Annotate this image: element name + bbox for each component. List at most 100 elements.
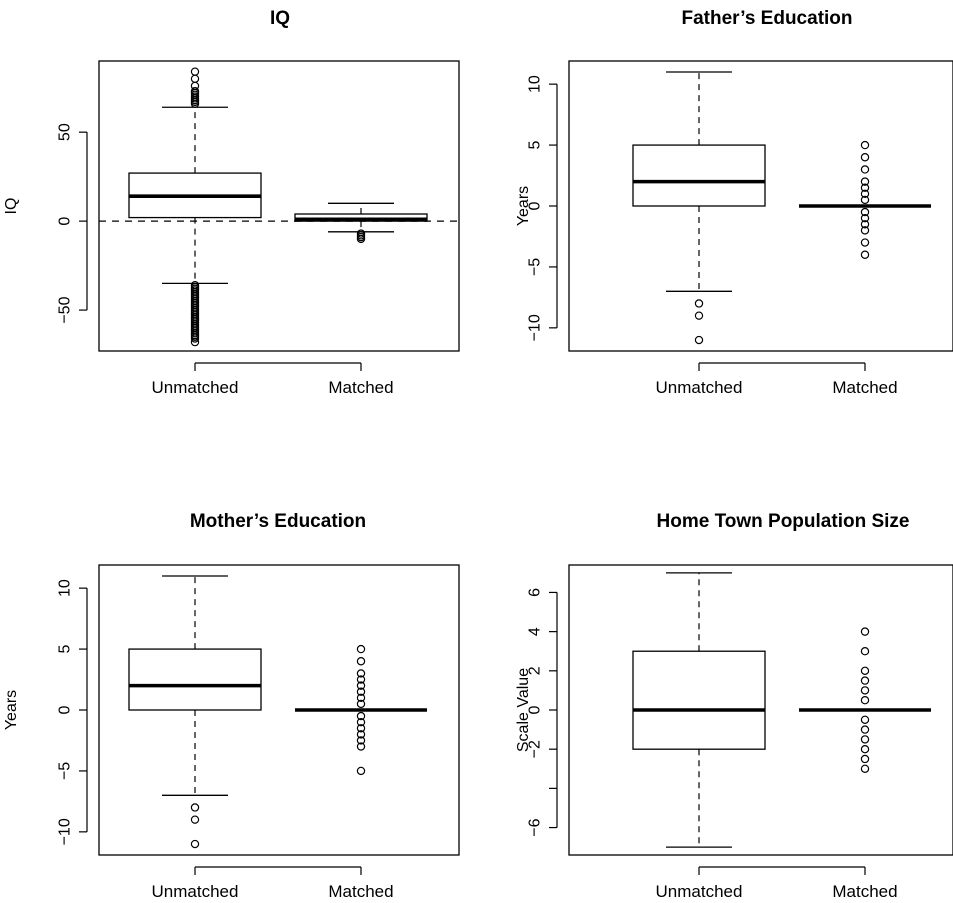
outlier-point xyxy=(860,250,870,259)
outlier-point xyxy=(860,165,870,174)
y-axis-label: Years xyxy=(3,690,20,730)
outlier-point xyxy=(356,669,366,678)
outlier-point xyxy=(356,675,366,684)
outlier-point xyxy=(860,627,870,636)
y-tick-label: 5 xyxy=(57,645,74,654)
outlier-point xyxy=(860,686,870,695)
outlier-point xyxy=(860,153,870,162)
panel-4: Home Town Population Size Scale Value −6 −2… xyxy=(515,511,953,901)
y-axis-label: Years xyxy=(515,186,532,226)
box-matched xyxy=(294,202,428,244)
outlier-point xyxy=(190,337,200,347)
outlier-point xyxy=(190,334,200,343)
outlier-point xyxy=(860,226,870,235)
outlier-point xyxy=(860,213,870,223)
outlier-point xyxy=(356,724,366,733)
panel-title: Mother’s Education xyxy=(190,511,366,532)
y-tick-label: 10 xyxy=(57,579,74,597)
outlier-point xyxy=(860,220,870,229)
x-tick-label: Matched xyxy=(832,378,897,397)
y-tick-label: 0 xyxy=(527,705,544,714)
box-unmatched xyxy=(128,67,262,347)
box-body xyxy=(632,650,766,750)
outlier-point xyxy=(356,711,366,721)
outlier-point xyxy=(190,815,200,824)
box-body xyxy=(128,648,262,711)
outlier-point xyxy=(694,299,704,308)
y-tick-label: 5 xyxy=(527,141,544,150)
outlier-point xyxy=(860,177,870,186)
x-tick-label: Matched xyxy=(328,882,393,901)
y-tick-label: 2 xyxy=(527,666,544,675)
outlier-point xyxy=(860,195,870,205)
y-tick-label: 0 xyxy=(57,705,74,714)
outlier-point xyxy=(860,666,870,676)
y-tick-label: 0 xyxy=(527,201,544,210)
x-tick-label: Unmatched xyxy=(152,882,239,901)
panel-title: IQ xyxy=(270,8,290,29)
y-tick-label: −2 xyxy=(527,740,544,758)
y-tick-label: 0 xyxy=(57,217,74,226)
y-tick-label: −50 xyxy=(57,296,74,323)
outlier-point xyxy=(356,687,366,696)
x-tick-label: Unmatched xyxy=(656,882,743,901)
x-tick-label: Unmatched xyxy=(656,378,743,397)
outlier-point xyxy=(860,715,870,724)
outlier-point xyxy=(356,736,366,745)
outlier-point xyxy=(860,735,870,744)
outlier-point xyxy=(860,183,870,192)
box-unmatched xyxy=(632,572,766,848)
outlier-point xyxy=(860,725,870,734)
outlier-point xyxy=(356,693,366,703)
outlier-point xyxy=(356,766,366,776)
panel-2: Father’s Education Years −10 −5 0 5 10 Unmatche… xyxy=(515,8,953,397)
y-tick-label: −10 xyxy=(527,314,544,341)
box-matched xyxy=(295,644,427,776)
outlier-point xyxy=(860,207,870,217)
outlier-point xyxy=(860,140,870,150)
box-unmatched xyxy=(632,71,766,345)
y-tick-label: 50 xyxy=(57,123,74,141)
x-tick-label: Matched xyxy=(328,378,393,397)
y-tick-label: −5 xyxy=(57,762,74,780)
outlier-point xyxy=(860,238,870,247)
box-matched xyxy=(799,140,931,259)
outlier-point xyxy=(190,74,200,83)
outlier-point xyxy=(356,234,366,244)
y-axis-label: IQ xyxy=(3,198,20,215)
plot-frame xyxy=(568,60,953,352)
box-unmatched xyxy=(128,575,262,849)
outlier-point xyxy=(694,311,704,320)
outlier-point xyxy=(190,81,200,91)
outlier-point xyxy=(190,67,200,76)
panel-title: Father’s Education xyxy=(681,8,852,29)
outlier-point xyxy=(860,744,870,754)
outlier-point xyxy=(356,681,366,690)
outlier-point xyxy=(356,742,366,751)
panel-title: Home Town Population Size xyxy=(657,511,910,532)
outlier-point xyxy=(860,754,870,764)
y-tick-label: −6 xyxy=(527,818,544,836)
outlier-point xyxy=(860,764,870,773)
plot-frame xyxy=(98,60,460,352)
outlier-point xyxy=(860,696,870,705)
outlier-point xyxy=(860,189,870,199)
y-tick-label: −5 xyxy=(527,258,544,276)
outlier-point xyxy=(356,657,366,666)
outlier-point xyxy=(356,717,366,727)
panel-3: Mother’s Education Years −10 −5 0 5 10 Unmatche… xyxy=(3,511,460,901)
y-tick-label: 4 xyxy=(527,627,544,636)
outlier-point xyxy=(860,676,870,685)
x-tick-label: Unmatched xyxy=(152,378,239,397)
y-tick-label: 6 xyxy=(527,588,544,597)
outlier-point xyxy=(356,644,366,654)
y-tick-label: −10 xyxy=(57,818,74,845)
plot-frame xyxy=(98,564,460,856)
box-body xyxy=(632,144,766,207)
outlier-point xyxy=(190,803,200,812)
panel-1: IQ IQ −50 0 50 Unmatched Matched xyxy=(3,8,460,397)
y-tick-label: 10 xyxy=(527,75,544,93)
outlier-point xyxy=(190,87,200,96)
outlier-point xyxy=(356,730,366,739)
